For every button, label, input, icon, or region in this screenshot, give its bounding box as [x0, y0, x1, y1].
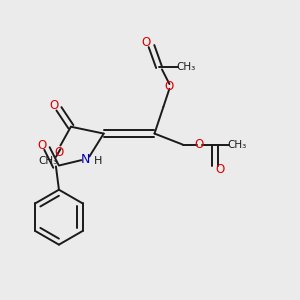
Text: CH₃: CH₃ — [177, 62, 196, 72]
Text: CH₃: CH₃ — [38, 156, 57, 166]
Text: O: O — [142, 36, 151, 49]
Text: O: O — [195, 138, 204, 151]
Text: CH₃: CH₃ — [227, 140, 246, 150]
Text: N: N — [81, 153, 91, 166]
Text: O: O — [216, 163, 225, 176]
Text: O: O — [49, 99, 58, 112]
Text: O: O — [165, 80, 174, 93]
Text: O: O — [37, 139, 46, 152]
Text: H: H — [94, 156, 102, 166]
Text: O: O — [54, 146, 64, 159]
